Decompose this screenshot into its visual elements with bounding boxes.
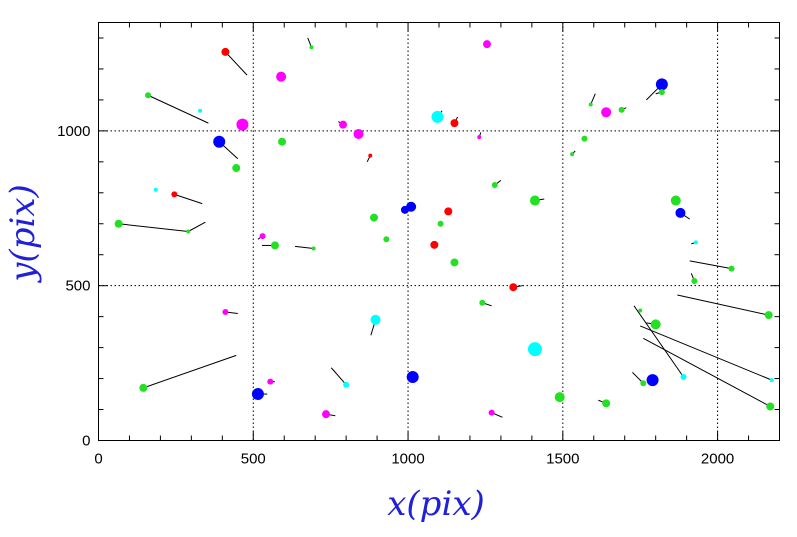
- x-axis-title: x(pix): [387, 484, 485, 524]
- data-point: [370, 314, 381, 325]
- vector-line: [118, 223, 189, 232]
- ticks: [98, 22, 780, 441]
- x-tick-label: 0: [94, 451, 102, 468]
- vector-line: [689, 260, 732, 270]
- data-point: [693, 240, 698, 245]
- y-tick-label: 0: [82, 433, 90, 450]
- data-point: [222, 309, 229, 316]
- y-axis-title: y(pix): [3, 184, 43, 284]
- data-point: [153, 187, 158, 192]
- data-point: [488, 409, 495, 416]
- vector-line: [188, 221, 206, 232]
- data-point: [186, 229, 191, 234]
- vector-line: [643, 337, 771, 407]
- data-point: [431, 110, 444, 123]
- data-point: [145, 92, 152, 99]
- data-point: [322, 410, 331, 419]
- data-point: [114, 219, 123, 228]
- data-point: [139, 383, 148, 392]
- data-point: [259, 233, 266, 240]
- data-point: [691, 278, 698, 285]
- vector-line: [633, 305, 684, 378]
- data-point: [276, 71, 287, 82]
- data-point: [764, 311, 773, 320]
- data-point: [655, 78, 668, 91]
- vectors: [118, 37, 772, 418]
- data-point: [646, 374, 659, 387]
- data-point: [311, 246, 316, 251]
- vector-line: [677, 294, 769, 316]
- data-point: [383, 236, 390, 243]
- vector-line: [174, 193, 203, 205]
- x-tick-label: 500: [241, 451, 266, 468]
- data-point: [581, 135, 588, 142]
- data-point: [430, 240, 439, 249]
- data-point: [406, 371, 419, 384]
- data-point: [339, 120, 348, 129]
- vector-line: [330, 367, 347, 386]
- vector-line: [143, 354, 237, 389]
- data-point: [588, 102, 593, 107]
- vector-line: [147, 94, 209, 124]
- data-point: [554, 392, 565, 403]
- data-point: [267, 378, 274, 385]
- data-point: [618, 106, 625, 113]
- data-point: [368, 153, 373, 158]
- y-tick-label: 1000: [57, 123, 90, 140]
- data-point: [221, 47, 230, 56]
- data-point: [769, 378, 774, 383]
- data-point: [369, 213, 378, 222]
- data-point: [444, 207, 453, 216]
- data-point: [601, 107, 612, 118]
- data-point: [482, 40, 491, 49]
- data-point: [171, 191, 178, 198]
- data-point: [658, 89, 665, 96]
- vector-line: [640, 325, 772, 381]
- data-point: [278, 137, 287, 146]
- data-point: [491, 182, 498, 189]
- data-point: [675, 207, 686, 218]
- data-point: [477, 135, 482, 140]
- data-point: [232, 164, 241, 173]
- data-point: [766, 402, 775, 411]
- grid-lines: [98, 22, 780, 441]
- plot-frame: [98, 22, 780, 441]
- data-point: [437, 220, 444, 227]
- data-point: [353, 128, 364, 139]
- data-points: [114, 40, 775, 419]
- data-point: [728, 265, 735, 272]
- data-point: [638, 308, 643, 313]
- data-point: [198, 108, 203, 113]
- data-point: [509, 283, 518, 292]
- data-point: [527, 342, 542, 357]
- vector-line: [225, 51, 248, 76]
- data-point: [640, 380, 647, 387]
- y-tick-label: 500: [65, 278, 90, 295]
- data-point: [251, 388, 264, 401]
- data-point: [406, 201, 417, 212]
- data-point: [343, 381, 350, 388]
- data-point: [650, 319, 661, 330]
- data-point: [602, 399, 611, 408]
- data-point: [680, 374, 687, 381]
- data-point: [450, 258, 459, 267]
- data-point: [270, 241, 279, 250]
- x-tick-label: 1000: [391, 451, 424, 468]
- tick-labels: 0 500 1000 1500 2000 0 500 1000: [57, 123, 734, 468]
- data-point: [213, 135, 226, 148]
- data-point: [670, 195, 681, 206]
- data-point: [309, 45, 314, 50]
- x-tick-label: 2000: [701, 451, 734, 468]
- data-point: [479, 299, 486, 306]
- data-point: [236, 118, 249, 131]
- data-point: [450, 119, 459, 128]
- data-point: [529, 195, 540, 206]
- x-tick-label: 1500: [546, 451, 579, 468]
- data-point: [570, 152, 575, 157]
- vector-line: [295, 245, 314, 250]
